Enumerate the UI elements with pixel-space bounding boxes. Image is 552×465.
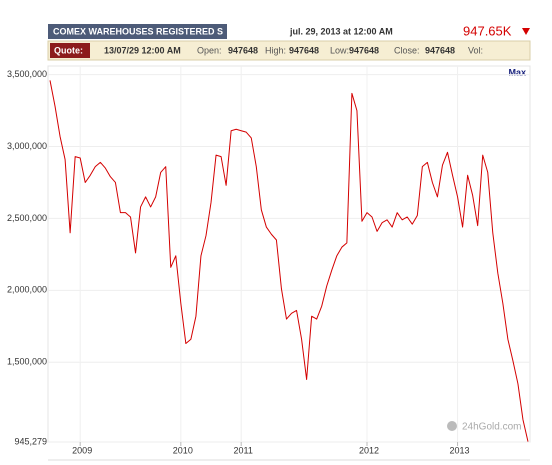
y-tick-label: 2,500,000: [7, 213, 47, 223]
watermark: 24hGold.com: [462, 422, 521, 433]
last-price: 947.65K: [463, 23, 512, 38]
quote-field-name: Close:: [394, 45, 420, 55]
chart-title: COMEX WAREHOUSES REGISTERED S: [53, 26, 223, 36]
quote-field-value: 947648: [425, 45, 455, 55]
plot-area: [47, 65, 531, 443]
y-tick-label: 2,000,000: [7, 285, 47, 295]
quote-field-name: Low:: [330, 45, 349, 55]
x-tick-label: 2013: [450, 445, 470, 455]
quote-date: jul. 29, 2013 at 12:00 AM: [289, 26, 393, 36]
quote-field-name: Open:: [197, 45, 222, 55]
y-tick-label: 3,500,000: [7, 69, 47, 79]
title-bar: [48, 24, 227, 39]
y-tick-label: 3,000,000: [7, 141, 47, 151]
quote-datetime: 13/07/29 12:00 AM: [104, 45, 181, 55]
x-tick-label: 2009: [72, 445, 92, 455]
price-line: [49, 80, 529, 442]
quote-label-box: [50, 43, 90, 58]
quote-row: [47, 40, 531, 61]
quote-field-name: Vol:: [468, 45, 483, 55]
quote-field-value: 947648: [349, 45, 379, 55]
range-button[interactable]: Max: [508, 67, 526, 77]
y-tick-label: 945,279: [14, 436, 47, 446]
x-tick-label: 2010: [173, 445, 193, 455]
y-tick-label: 1,500,000: [7, 357, 47, 367]
x-tick-label: 2011: [234, 445, 253, 455]
down-arrow: [522, 28, 530, 35]
quote-label: Quote:: [54, 45, 83, 55]
watermark-icon: [447, 421, 457, 431]
grid: [48, 66, 530, 443]
x-tick-label: 2012: [359, 445, 379, 455]
quote-field-value: 947648: [228, 45, 258, 55]
quote-field-name: High:: [265, 45, 286, 55]
quote-field-value: 947648: [289, 45, 319, 55]
